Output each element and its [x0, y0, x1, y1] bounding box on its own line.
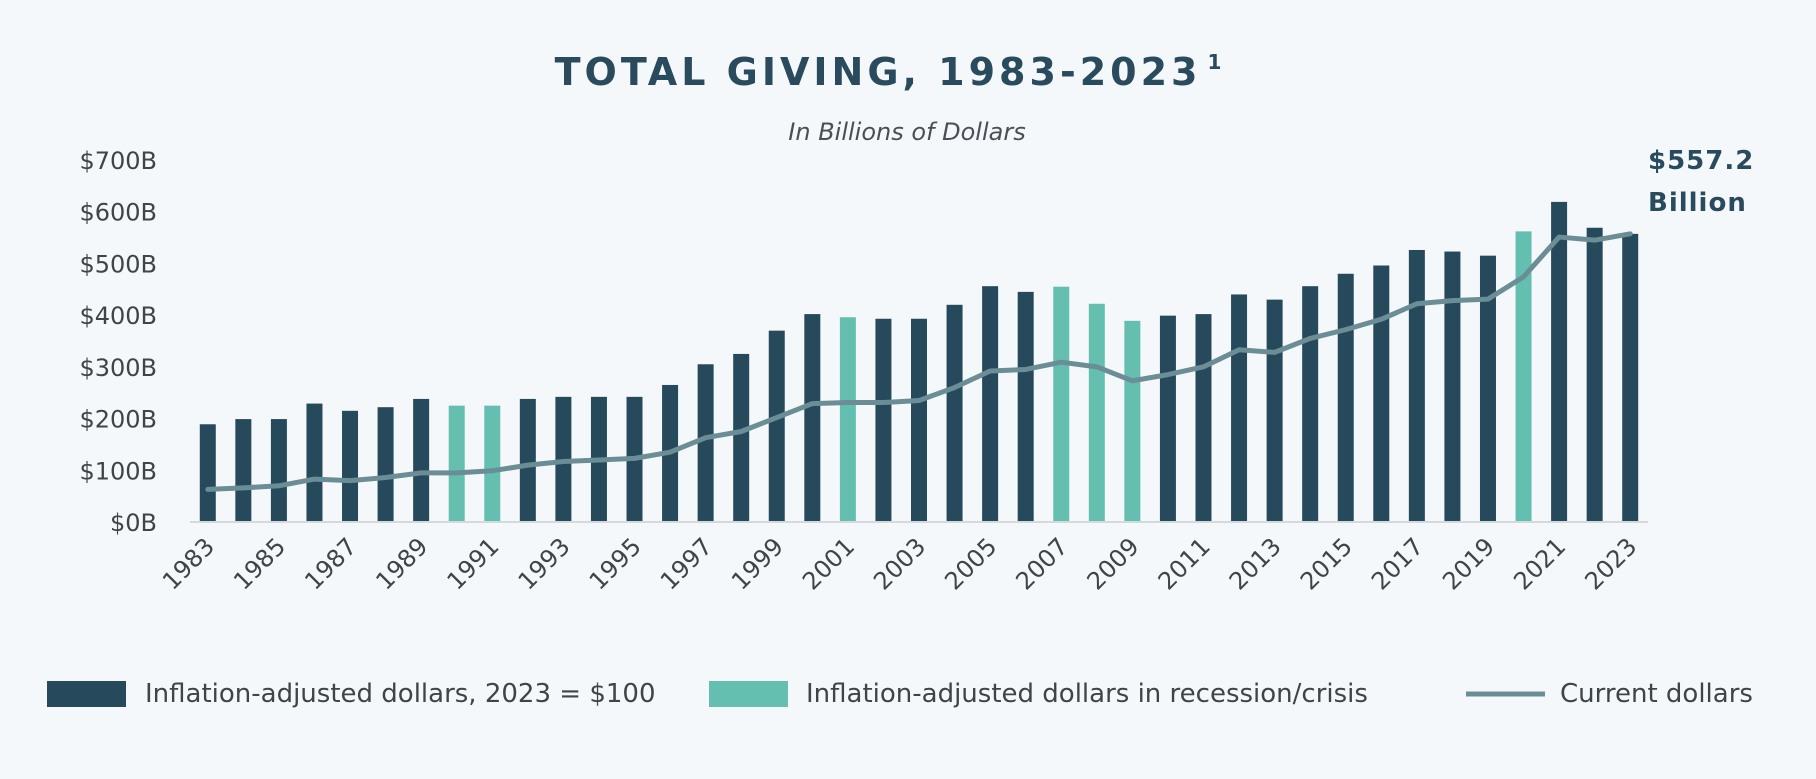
bar-1984: [235, 419, 252, 522]
bar-1989: [413, 398, 430, 522]
y-tick-label: $0B: [110, 509, 157, 537]
bar-2005: [982, 286, 999, 522]
chart-title-superscript: 1: [1207, 50, 1225, 74]
bar-1999: [768, 330, 785, 522]
bar-2002: [875, 318, 892, 522]
bar-2012: [1231, 294, 1248, 522]
bar-2017: [1408, 249, 1425, 523]
x-axis: 1983 1985 1987 1989 1991 1993 1995 1997 1999 2001…: [157, 532, 1642, 595]
x-tick-label: 1993: [513, 532, 576, 595]
x-tick-label: 1985: [228, 532, 291, 595]
legend-swatch-inflation-adjusted: [47, 681, 126, 707]
y-tick-label: $200B: [79, 406, 157, 434]
legend-label-recession: Inflation-adjusted dollars in recession/…: [806, 679, 1368, 709]
chart-title: TOTAL GIVING, 1983-2023 1: [555, 50, 1226, 94]
bar-1987: [342, 410, 359, 522]
annotation-value: $557.2: [1648, 146, 1754, 176]
legend-item-recession: Inflation-adjusted dollars in recession/…: [709, 679, 1368, 709]
bar-1998: [733, 353, 750, 522]
y-tick-label: $300B: [79, 354, 157, 382]
y-axis: $0B $100B $200B $300B $400B $500B $600B $700B: [79, 147, 157, 537]
x-tick-label: 2003: [868, 532, 931, 595]
legend-label-current-dollars: Current dollars: [1560, 679, 1753, 709]
x-tick-label: 2021: [1508, 532, 1571, 595]
line-series: [205, 231, 1633, 492]
x-tick-label: 2019: [1437, 532, 1500, 595]
x-tick-label: 2017: [1366, 532, 1429, 595]
bar-recession-2009: [1124, 320, 1141, 522]
x-tick-label: 2015: [1295, 532, 1358, 595]
x-tick-label: 2013: [1224, 532, 1287, 595]
bar-2021: [1551, 201, 1568, 523]
y-tick-label: $600B: [79, 199, 157, 227]
y-tick-label: $700B: [79, 147, 157, 175]
x-tick-label: 1991: [442, 532, 505, 595]
x-tick-label: 2001: [797, 532, 860, 595]
y-tick-label: $100B: [79, 457, 157, 485]
bar-2014: [1302, 286, 1319, 522]
bar-recession-2001: [839, 317, 856, 522]
bar-recession-2020: [1515, 231, 1532, 522]
legend-swatch-recession: [709, 681, 788, 707]
x-tick-label: 2007: [1010, 532, 1073, 595]
chart-title-main: TOTAL GIVING, 1983-2023: [555, 50, 1202, 94]
bar-1992: [519, 398, 536, 522]
legend-item-inflation-adjusted: Inflation-adjusted dollars, 2023 = $100: [47, 679, 656, 709]
x-tick-label: 1999: [726, 532, 789, 595]
bar-2004: [946, 304, 963, 522]
legend: Inflation-adjusted dollars, 2023 = $100 …: [47, 679, 1753, 709]
x-tick-label: 2005: [939, 532, 1002, 595]
annotation-unit: Billion: [1648, 188, 1747, 218]
x-tick-label: 1989: [370, 532, 433, 595]
x-tick-label: 2023: [1579, 532, 1642, 595]
bar-recession-2007: [1053, 286, 1070, 522]
bar-2018: [1444, 251, 1461, 522]
y-tick-label: $400B: [79, 302, 157, 330]
bar-2003: [911, 318, 927, 522]
y-tick-label: $500B: [79, 250, 157, 278]
bar-recession-1991: [484, 405, 501, 522]
bar-1983: [199, 424, 216, 522]
bar-2019: [1479, 255, 1496, 522]
bar-2022: [1586, 227, 1603, 522]
x-tick-label: 2009: [1082, 532, 1145, 595]
x-tick-label: 1983: [157, 532, 220, 595]
x-tick-label: 1997: [655, 532, 718, 595]
legend-item-current-dollars: Current dollars: [1466, 679, 1753, 709]
bar-2015: [1337, 273, 1354, 522]
legend-label-inflation-adjusted: Inflation-adjusted dollars, 2023 = $100: [145, 679, 656, 709]
bar-2011: [1195, 314, 1212, 522]
x-tick-label: 1987: [299, 532, 362, 595]
bar-recession-1990: [448, 405, 465, 522]
bar-2023: [1622, 233, 1639, 522]
x-tick-label: 1995: [584, 532, 647, 595]
bar-1986: [306, 403, 323, 522]
chart-subtitle: In Billions of Dollars: [788, 118, 1025, 146]
bar-1997: [697, 364, 714, 522]
bar-1988: [377, 407, 394, 522]
bar-2016: [1373, 265, 1390, 522]
bar-series: [199, 201, 1639, 523]
latest-value-annotation: $557.2 Billion: [1648, 146, 1754, 218]
bar-recession-2008: [1088, 303, 1105, 522]
bar-2000: [804, 314, 821, 522]
bar-1985: [270, 419, 287, 522]
current-dollars-line: [205, 231, 1633, 492]
bar-2006: [1017, 291, 1034, 522]
bar-2013: [1266, 299, 1283, 522]
x-tick-label: 2011: [1153, 532, 1216, 595]
bar-2010: [1159, 315, 1176, 522]
